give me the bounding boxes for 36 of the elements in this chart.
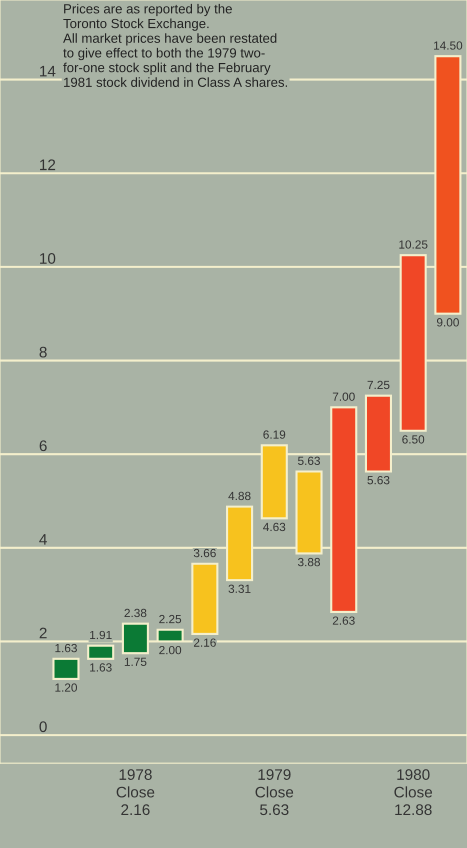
annotation: 3.66 (194, 548, 216, 558)
y-tick-label: 6 (40, 440, 47, 452)
annotation: 5.63 (298, 456, 320, 465)
y-tick-label: 8 (40, 346, 47, 358)
annotation: 7.00 (332, 392, 355, 401)
annotation: 4.88 (228, 492, 251, 500)
annotation: 3.31 (228, 584, 250, 593)
annotation: 1.63 (90, 663, 112, 672)
annotation: 1.75 (124, 658, 146, 666)
x-tick-label: 1980 Close 12.88 (394, 769, 432, 816)
y-tick-label: 12 (40, 159, 56, 170)
annotation: 4.63 (263, 522, 286, 532)
y-tick-label: 2 (40, 628, 47, 638)
annotation: 6.50 (402, 435, 424, 444)
y-tick-label: 4 (39, 534, 47, 545)
y-tick-label: 0 (39, 721, 47, 732)
annotation: 2.38 (124, 608, 146, 618)
annotation: 1.91 (90, 630, 112, 640)
annotation: 2.16 (194, 638, 216, 647)
annotation: 2.00 (159, 646, 182, 654)
annotation: 1.20 (55, 683, 77, 692)
annotation: 9.00 (436, 318, 459, 327)
annotation: 10.25 (399, 240, 428, 249)
x-tick-label: 1978 Close 2.16 (116, 769, 154, 816)
annotation: 5.63 (367, 476, 390, 484)
annotation: 1.63 (55, 644, 77, 652)
y-tick-label: 14 (40, 66, 56, 76)
annotation: 2.25 (159, 614, 182, 624)
annotation: 2.63 (332, 616, 355, 625)
annotation: Prices are as reported by the Toronto Stock Exchange. All market prices have been restated to give effect to both the 1979 two- for-one stock split and the February 1981 stock dividend in Class A shares. (63, 4, 288, 87)
annotation: 3.88 (298, 558, 320, 566)
x-tick-label: 1979 Close 5.63 (256, 769, 294, 816)
annotation: 14.50 (434, 41, 462, 50)
annotation: 6.19 (263, 430, 286, 439)
y-tick-label: 10 (40, 253, 56, 264)
annotation: 7.25 (368, 380, 390, 390)
